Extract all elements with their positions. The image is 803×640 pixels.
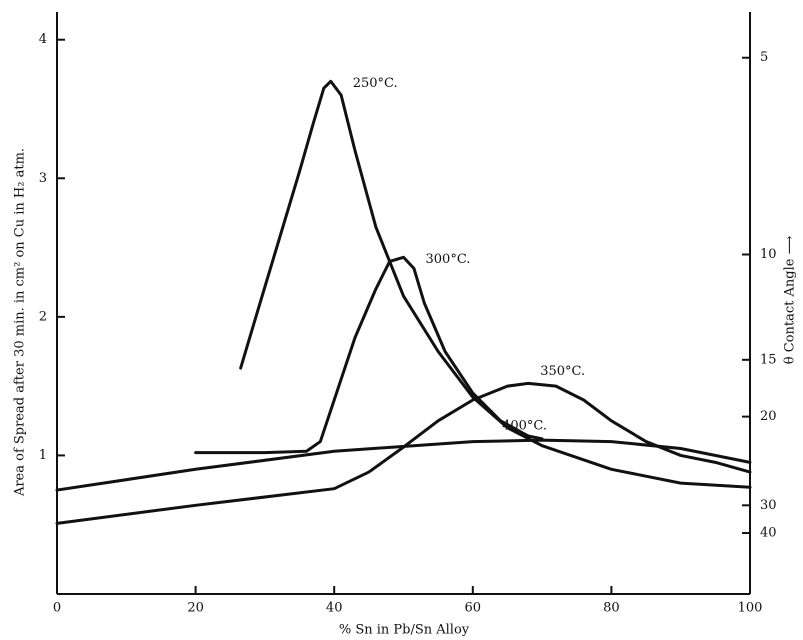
series-label: 250°C. — [353, 76, 398, 91]
x-axis-label: % Sn in Pb/Sn Alloy — [339, 623, 470, 638]
y-tick-label: 3 — [39, 171, 47, 186]
y-tick-label: 1 — [39, 448, 47, 463]
series-label: 350°C. — [540, 364, 585, 379]
y2-tick-label: 15 — [760, 352, 777, 367]
line-series — [194, 255, 544, 455]
x-tick-label: 20 — [187, 601, 204, 616]
y-tick-label: 4 — [39, 32, 47, 47]
x-tick-label: 60 — [465, 601, 482, 616]
x-tick-label: 40 — [326, 601, 343, 616]
line-series — [239, 79, 752, 489]
series-label: 400°C. — [502, 419, 547, 434]
x-tick-label: 100 — [738, 601, 763, 616]
y2-tick-label: 5 — [760, 50, 768, 65]
series-label: 300°C. — [426, 252, 471, 267]
x-tick-label: 80 — [603, 601, 620, 616]
y2-tick-label: 30 — [760, 498, 777, 513]
x-tick-label: 0 — [53, 601, 61, 616]
line-series — [55, 438, 752, 492]
y2-tick-label: 10 — [760, 247, 777, 262]
y-tick-label: 2 — [39, 309, 47, 324]
y2-tick-label: 20 — [760, 409, 777, 424]
y-axis-label: Area of Spread after 30 min. in cm² on C… — [13, 148, 28, 497]
line-series — [55, 381, 752, 525]
y2-axis-label: θ Contact Angle ⟶ — [783, 235, 798, 364]
y2-tick-label: 40 — [760, 526, 777, 541]
